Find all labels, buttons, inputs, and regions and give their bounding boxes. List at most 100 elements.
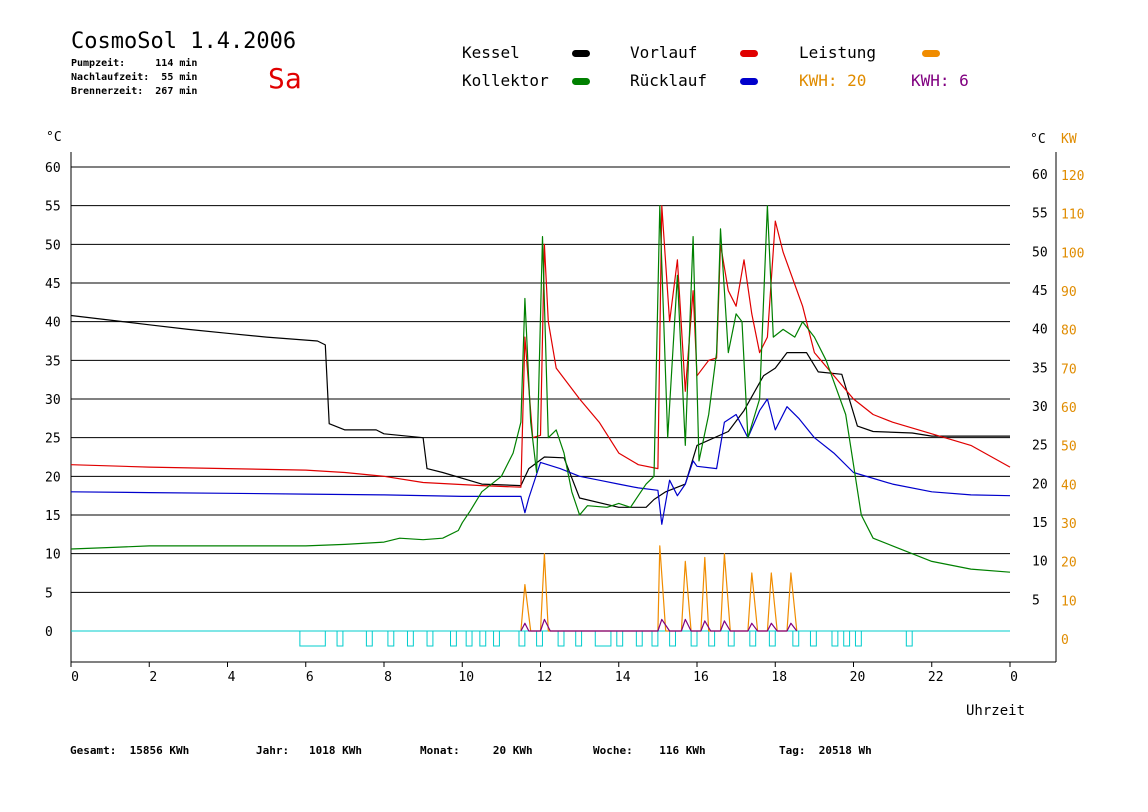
x-tick-label: 16 xyxy=(693,670,709,685)
legend-kessel-swatch xyxy=(572,50,590,57)
pump-interval-mark xyxy=(616,630,624,647)
pump-interval-mark xyxy=(557,630,565,647)
pump-interval-mark xyxy=(690,630,698,647)
series-line-rcklauf xyxy=(70,398,1011,525)
y-tick-label-kw: 90 xyxy=(1061,285,1077,300)
pump-interval-mark xyxy=(465,630,473,647)
y-tick-label-right: 25 xyxy=(1032,439,1048,454)
pump-interval-mark xyxy=(536,630,543,647)
pump-interval-mark xyxy=(727,630,735,647)
y-tick-label-right: 60 xyxy=(1032,168,1048,183)
x-axis-label: Uhrzeit xyxy=(966,703,1025,719)
y-tick-label-left: 55 xyxy=(45,200,61,215)
legend-kessel-label: Kessel xyxy=(462,43,520,62)
y-tick-label-right: 55 xyxy=(1032,207,1048,222)
y-tick-label-kw: 30 xyxy=(1061,517,1077,532)
pump-interval-mark xyxy=(843,630,851,647)
y-tick-label-left: 15 xyxy=(45,509,61,524)
x-tick-label: 18 xyxy=(771,670,787,685)
pump-interval-mark xyxy=(336,630,344,647)
y-tick-label-left: 50 xyxy=(45,238,61,253)
y-tick-label-kw: 80 xyxy=(1061,324,1077,339)
y-tick-label-right: 20 xyxy=(1032,477,1048,492)
pump-interval-mark xyxy=(365,630,373,647)
legend-kwh-a-label: KWH: 20 xyxy=(799,71,867,90)
x-tick-label: 20 xyxy=(850,670,866,685)
pump-interval-mark xyxy=(493,630,500,647)
nachlaufzeit-stat: Nachlaufzeit: 55 min xyxy=(71,72,198,83)
y-tick-label-kw: 100 xyxy=(1061,246,1084,261)
y-tick-label-kw: 110 xyxy=(1061,208,1084,223)
y-tick-label-right: 45 xyxy=(1032,284,1048,299)
y-tick-label-left: 60 xyxy=(45,161,61,176)
y-tick-label-right: 15 xyxy=(1032,516,1048,531)
brennerzeit-stat: Brennerzeit: 267 min xyxy=(71,86,198,97)
legend-ruecklauf-label: Rücklauf xyxy=(630,71,708,90)
y-tick-label-kw: 50 xyxy=(1061,440,1077,455)
legend-leistung-label: Leistung xyxy=(799,43,877,62)
legend-kollektor-swatch xyxy=(572,78,590,85)
y-tick-label-right: 10 xyxy=(1032,555,1048,570)
footer-gesamt: Gesamt: 15856 KWh xyxy=(70,744,190,757)
y-tick-label-left: 10 xyxy=(45,548,61,563)
grid xyxy=(71,166,1010,593)
pump-interval-mark xyxy=(669,630,676,647)
y-tick-label-kw: 60 xyxy=(1061,401,1077,416)
footer-tag: Tag: 20518 Wh xyxy=(779,744,872,757)
y-tick-label-kw: 0 xyxy=(1061,633,1069,648)
legend-vorlauf-label: Vorlauf xyxy=(630,43,698,62)
footer-jahr: Jahr: 1018 KWh xyxy=(256,744,362,757)
pumpzeit-stat: Pumpzeit: 114 min xyxy=(71,58,198,69)
y-tick-label-right: 30 xyxy=(1032,400,1048,415)
pump-interval-mark xyxy=(635,630,643,647)
y-axis-unit-left: °C xyxy=(46,130,62,145)
legend-vorlauf-swatch xyxy=(740,50,758,57)
y-tick-label-left: 45 xyxy=(45,277,61,292)
legend-kollektor-label: Kollektor xyxy=(462,71,549,90)
series-line-vorlauf xyxy=(70,205,1011,488)
x-tick-label: 4 xyxy=(228,670,236,685)
pump-interval-mark xyxy=(792,630,800,647)
pump-interval-mark xyxy=(426,630,434,647)
y-tick-label-right: 50 xyxy=(1032,245,1048,260)
y-tick-label-left: 25 xyxy=(45,432,61,447)
pump-interval-mark xyxy=(518,630,526,647)
y-tick-label-kw: 70 xyxy=(1061,362,1077,377)
series-line-kwh xyxy=(520,618,798,632)
series-line-kollektor xyxy=(70,205,1011,573)
pump-interval-mark xyxy=(708,630,716,647)
pump-interval-mark xyxy=(594,630,612,647)
y-tick-label-kw: 120 xyxy=(1061,169,1084,184)
x-tick-label: 22 xyxy=(928,670,944,685)
pump-interval-mark xyxy=(768,630,776,647)
x-tick-label: 8 xyxy=(384,670,392,685)
pump-interval-mark xyxy=(651,630,659,647)
pump-interval-mark xyxy=(905,630,913,647)
x-tick-label: 6 xyxy=(306,670,314,685)
pump-interval-mark xyxy=(387,630,395,647)
footer-woche: Woche: 116 KWh xyxy=(593,744,706,757)
x-tick-label: 14 xyxy=(615,670,631,685)
series-layer xyxy=(70,205,1011,647)
y-tick-label-left: 35 xyxy=(45,354,61,369)
y-tick-label-kw: 40 xyxy=(1061,478,1077,493)
day-label: Sa xyxy=(268,62,302,95)
pump-interval-mark xyxy=(854,630,862,647)
axes: 0510152025303540455055605101520253035404… xyxy=(45,152,1084,685)
pump-interval-mark xyxy=(450,630,457,647)
legend-leistung-swatch xyxy=(922,50,940,57)
pump-interval-mark xyxy=(749,630,757,647)
pump-interval-mark xyxy=(479,630,487,647)
pump-interval-mark xyxy=(299,630,326,647)
y-tick-label-kw: 20 xyxy=(1061,556,1077,571)
y-tick-label-left: 40 xyxy=(45,316,61,331)
pump-interval-mark xyxy=(831,630,839,647)
y-tick-label-right: 40 xyxy=(1032,323,1048,338)
y-tick-label-left: 30 xyxy=(45,393,61,408)
series-line-leistung xyxy=(520,545,798,632)
series-line-kessel xyxy=(70,314,1010,508)
y-axis-unit-right: °C xyxy=(1030,132,1046,147)
legend-kwh-b-label: KWH: 6 xyxy=(911,71,969,90)
pump-interval-mark xyxy=(575,630,583,647)
